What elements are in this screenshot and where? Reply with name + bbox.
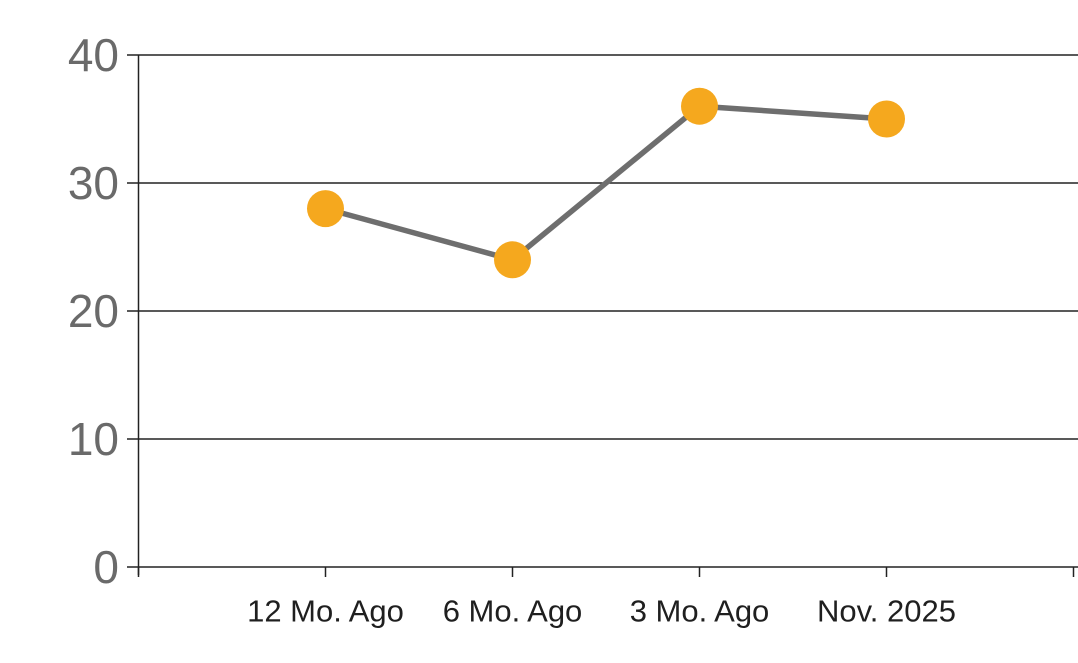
x-axis-tick-label: 3 Mo. Ago xyxy=(630,594,770,629)
y-axis-tick-label: 20 xyxy=(68,285,119,337)
data-point xyxy=(307,190,344,228)
data-point xyxy=(868,100,905,138)
data-line xyxy=(322,103,890,263)
data-point xyxy=(681,87,718,125)
x-axis-tick-label: 12 Mo. Ago xyxy=(247,594,404,629)
x-axis-tick-label: 6 Mo. Ago xyxy=(443,594,583,629)
x-axis-tick-label: Nov. 2025 xyxy=(817,594,956,629)
data-point xyxy=(494,241,531,279)
y-axis-tick-label: 0 xyxy=(93,541,119,593)
y-axis-tick-label: 40 xyxy=(68,29,119,81)
y-axis-tick-label: 30 xyxy=(68,157,119,209)
y-axis-tick-label: 10 xyxy=(68,413,119,465)
